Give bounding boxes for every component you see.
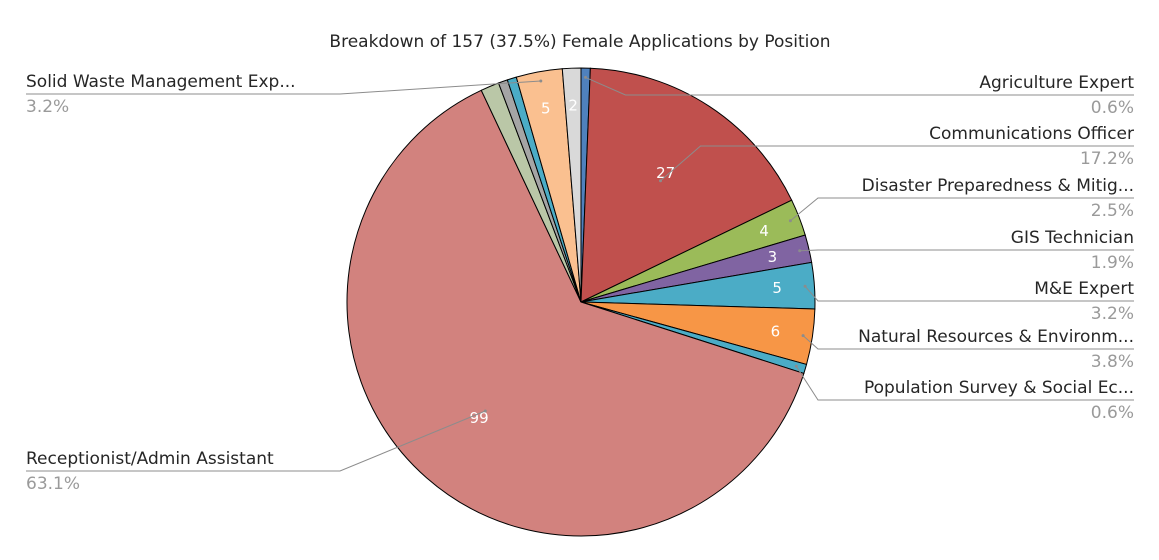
slice-category-label: Agriculture Expert — [979, 73, 1134, 93]
leader-line — [790, 197, 1134, 222]
slice-percent-label: 3.8% — [1091, 352, 1134, 372]
slice-category-label: Receptionist/Admin Assistant — [26, 449, 274, 469]
leader-dot — [801, 334, 805, 338]
slice-category-label: GIS Technician — [1011, 228, 1134, 248]
slice-percent-label: 0.6% — [1091, 403, 1134, 423]
leader-line — [795, 366, 1134, 401]
slice-percent-label: 1.9% — [1091, 253, 1134, 273]
slice-category-label: Communications Officer — [929, 124, 1134, 144]
slice-percent-label: 63.1% — [26, 474, 80, 494]
slice-value-label: 3 — [768, 248, 778, 266]
leader-dot — [539, 79, 543, 83]
pie-slice — [346, 89, 805, 537]
leader-line — [26, 410, 486, 472]
slice-percent-label: 0.6% — [1091, 98, 1134, 118]
slice-value-label: 99 — [470, 409, 489, 427]
leader-line — [799, 249, 1134, 252]
leader-line — [804, 285, 1134, 302]
slice-percent-label: 2.5% — [1091, 201, 1134, 221]
leader-dot — [794, 364, 798, 368]
slice-value-label: 5 — [541, 100, 551, 118]
leader-line — [802, 335, 1134, 350]
slice-value-label: 4 — [759, 222, 769, 240]
leader-line — [26, 80, 541, 95]
leader-dot — [659, 179, 662, 183]
pie-slice — [580, 67, 793, 303]
chart-title: Breakdown of 157 (37.5%) Female Applicat… — [329, 32, 830, 52]
slice-category-label: Population Survey & Social Ec... — [864, 378, 1134, 398]
slice-value-label: 27 — [656, 164, 675, 182]
slice-percent-label: 3.2% — [26, 97, 69, 117]
slice-category-label: Natural Resources & Environm... — [858, 327, 1134, 347]
slice-category-label: M&E Expert — [1034, 279, 1134, 299]
leader-dot — [788, 219, 792, 223]
pie-slice — [561, 67, 582, 303]
leader-line — [660, 145, 1134, 182]
leader-dot — [584, 75, 587, 79]
slice-percent-label: 17.2% — [1080, 149, 1134, 169]
leader-dot — [803, 284, 807, 288]
leader-line — [585, 76, 1134, 96]
slice-value-label: 6 — [771, 322, 781, 340]
slice-value-label: 2 — [568, 97, 578, 115]
slice-value-label: 5 — [772, 279, 782, 297]
leader-dot — [798, 249, 802, 253]
slice-category-label: Solid Waste Management Exp... — [26, 72, 296, 92]
slice-percent-label: 3.2% — [1091, 304, 1134, 324]
slice-category-label: Disaster Preparedness & Mitig... — [862, 176, 1134, 196]
leader-dot — [483, 409, 487, 413]
